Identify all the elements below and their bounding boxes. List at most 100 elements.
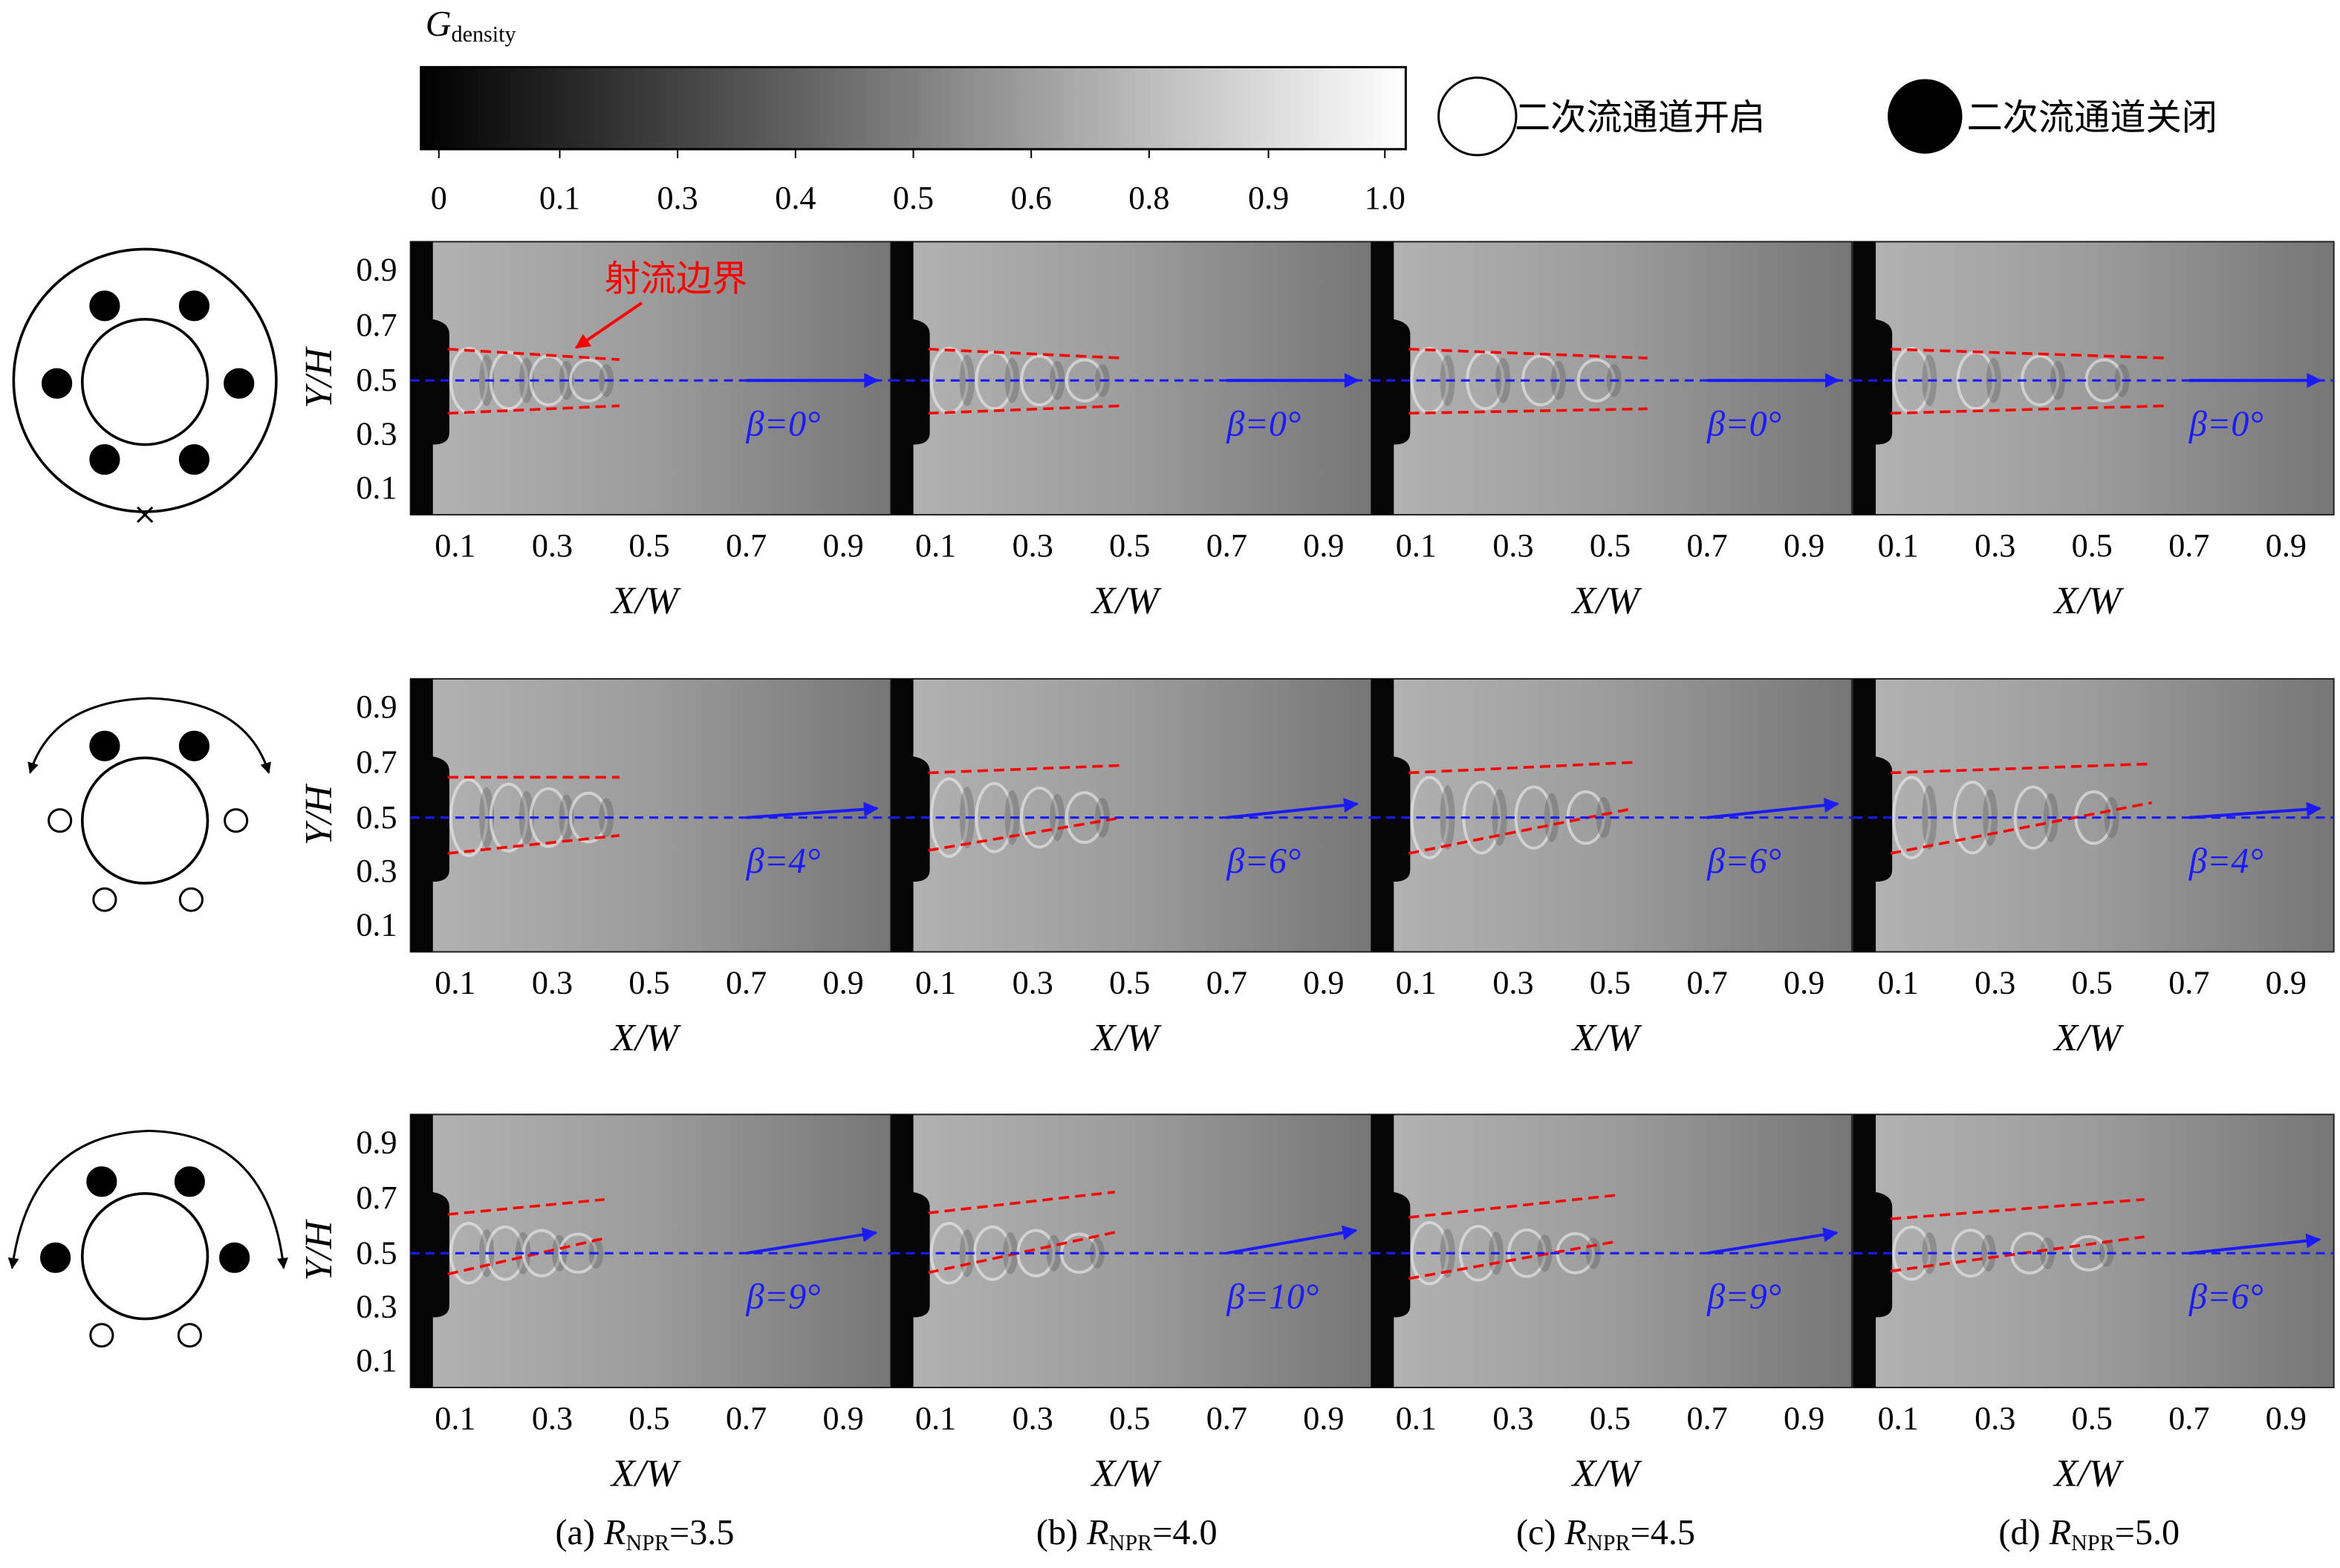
caption-prefix: (a): [555, 1513, 594, 1552]
x-tick-label: 0.5: [628, 527, 669, 564]
caption-symbol: R: [1564, 1513, 1587, 1552]
cross-mark: [137, 506, 154, 524]
jet-boundary: [1891, 762, 2152, 775]
panel-background: [1371, 241, 1853, 515]
panel-background: [1852, 241, 2335, 515]
beta-label: β=6°: [1226, 842, 1301, 881]
x-tick-label: 0.3: [1975, 965, 2015, 1001]
rotation-arc: [27, 697, 150, 774]
x-tick-label: 0.1: [915, 1400, 956, 1437]
x-tick-label: 0.9: [1784, 527, 1824, 564]
annotation-arrow: [574, 302, 643, 349]
colorbar: [420, 65, 1407, 151]
x-tick-label: 0.7: [2168, 1400, 2209, 1437]
colorbar-tick-label: 0.9: [1248, 180, 1289, 216]
jet-boundary: [1408, 807, 1634, 855]
channel-marker: [42, 368, 73, 399]
x-tick-label: 0.9: [1784, 965, 1824, 1001]
inner-ring: [80, 318, 209, 446]
channel-marker: [219, 1242, 250, 1273]
y-tick-label: 0.9: [356, 1125, 397, 1161]
channel-marker: [174, 1166, 205, 1197]
panel: β=9°: [409, 1113, 892, 1388]
colorbar-tick-label: 0.8: [1128, 180, 1169, 216]
channel-marker: [178, 290, 209, 322]
x-tick-label: 0.3: [532, 1400, 573, 1437]
x-tick-label: 0.7: [1206, 965, 1247, 1001]
x-tick-label: 0.7: [726, 965, 767, 1001]
y-tick-label: 0.1: [356, 469, 397, 506]
x-tick-label: 0.7: [1206, 1400, 1247, 1437]
channel-marker: [178, 444, 209, 475]
shock-cell-dark: [1089, 1237, 1105, 1269]
shock-cell-dark: [2099, 1240, 2114, 1267]
x-tick-label: 0.1: [435, 1400, 475, 1437]
inner-ring: [80, 1192, 209, 1321]
beta-label: β=10°: [1226, 1278, 1319, 1317]
x-tick-label: 0.3: [1975, 1400, 2015, 1437]
y-tick-label: 0.5: [356, 1234, 397, 1271]
beta-label: β=0°: [746, 405, 821, 444]
caption: (c) RNPR=4.5: [1516, 1513, 1695, 1555]
beta-label: β=9°: [1706, 1278, 1781, 1317]
colorbar-tick-label: 0.3: [657, 180, 698, 216]
deflection-arrow: [2188, 1233, 2321, 1255]
colorbar-tick-label: 1.0: [1365, 180, 1405, 216]
x-tick-label: 0.5: [1109, 527, 1150, 564]
panel-background: [890, 677, 1373, 953]
x-axis-label: X/W: [2053, 1016, 2124, 1059]
nozzle: [891, 1114, 930, 1388]
x-tick-label: 0.3: [1013, 965, 1053, 1001]
x-axis-label: X/W: [2053, 579, 2124, 622]
colorbar-subscript: density: [452, 22, 516, 47]
x-tick-label: 0.5: [1590, 965, 1631, 1001]
x-tick-label: 0.7: [2168, 965, 2209, 1001]
channel-marker: [92, 887, 117, 912]
y-tick-label: 0.5: [356, 799, 397, 836]
nozzle: [891, 241, 930, 515]
x-tick-label: 0.1: [435, 527, 475, 564]
caption-symbol: R: [2049, 1513, 2071, 1552]
x-tick-label: 0.9: [823, 1400, 864, 1437]
panel-background: [1852, 677, 2335, 953]
y-tick-label: 0.7: [356, 744, 397, 780]
caption-symbol: R: [1086, 1513, 1108, 1552]
x-axis-label: X/W: [610, 579, 681, 622]
x-axis-label: X/W: [1571, 1452, 1642, 1495]
deflection-arrow: [2188, 801, 2322, 819]
nozzle: [891, 678, 930, 952]
annotation: 射流边界: [605, 260, 748, 299]
panel: β=10°: [890, 1113, 1373, 1388]
y-tick-label: 0.3: [356, 1289, 397, 1325]
x-tick-label: 0.5: [628, 965, 669, 1001]
x-tick-label: 0.5: [2072, 965, 2113, 1001]
y-tick-label: 0.5: [356, 362, 397, 398]
y-tick-label: 0.7: [356, 307, 397, 343]
x-tick-label: 0.3: [1492, 965, 1533, 1001]
panel-background: [890, 241, 1373, 515]
deflection-arrow: [1706, 1227, 1839, 1255]
x-tick-label: 0.5: [2072, 527, 2113, 564]
jet-boundary: [928, 1191, 1115, 1214]
caption-value: =5.0: [2115, 1513, 2180, 1552]
panel: β=0°: [1852, 241, 2335, 515]
colorbar-tick-label: 0.4: [775, 180, 816, 216]
x-tick-label: 0.9: [823, 965, 864, 1001]
x-tick-label: 0.7: [726, 527, 767, 564]
channel-marker: [89, 730, 120, 761]
nozzle: [1371, 1114, 1411, 1388]
y-tick-label: 0.7: [356, 1180, 397, 1216]
x-tick-label: 0.9: [1303, 1400, 1344, 1437]
outer-ring: [12, 247, 278, 513]
x-tick-label: 0.9: [2266, 527, 2307, 564]
x-tick-label: 0.5: [1109, 1400, 1150, 1437]
x-axis-label: X/W: [1091, 579, 1162, 622]
x-tick-label: 0.3: [532, 527, 573, 564]
caption-subscript: NPR: [625, 1530, 669, 1555]
x-tick-label: 0.9: [1303, 965, 1344, 1001]
caption-value: =4.0: [1152, 1513, 1217, 1552]
y-axis-label: Y/H: [297, 1218, 340, 1281]
x-tick-label: 0.1: [1878, 965, 1919, 1001]
caption-subscript: NPR: [1109, 1530, 1153, 1555]
nozzle: [1853, 678, 1893, 952]
